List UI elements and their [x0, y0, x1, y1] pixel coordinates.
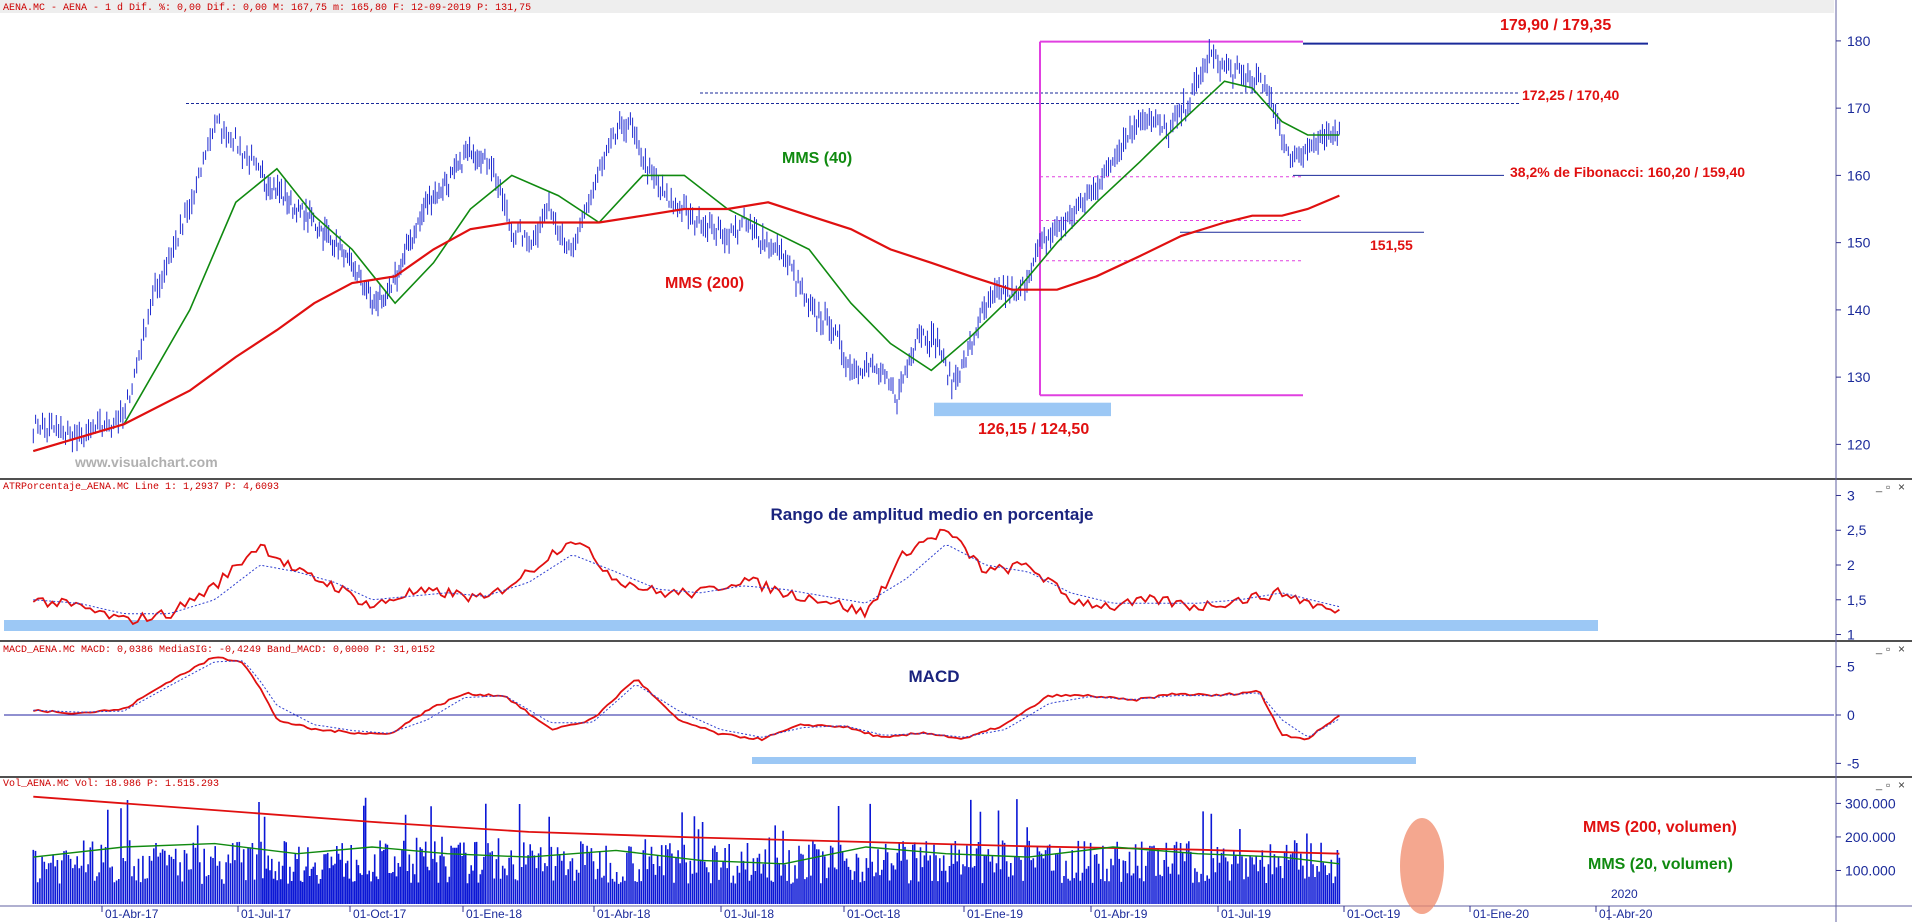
- atr-low-zone: [4, 620, 1598, 631]
- x-tick-label: 01-Abr-17: [105, 907, 159, 921]
- series-mms40: [33, 80, 1340, 452]
- series-vol-mms20: [33, 842, 1340, 865]
- x-tick-label: 01-Jul-17: [241, 907, 291, 921]
- x-tick-label: 01-Oct-19: [1347, 907, 1401, 921]
- label-mms200: MMS (200): [665, 275, 744, 292]
- volume-bars: [32, 797, 1341, 904]
- y-tick-label: 2: [1847, 557, 1855, 573]
- x-tick-label: 01-Jul-19: [1221, 907, 1271, 921]
- y-tick-label: 130: [1847, 369, 1871, 385]
- macd-pane-title: MACD: [909, 667, 960, 686]
- series-atr: [32, 528, 1340, 626]
- series-macd-signal: [33, 660, 1340, 738]
- label-fib: 38,2% de Fibonacci: 160,20 / 159,40: [1510, 164, 1745, 180]
- pane-divider: [0, 776, 1912, 778]
- y-tick-label: 100.000: [1845, 862, 1896, 878]
- macd-low-zone: [752, 757, 1416, 764]
- pane-divider: [0, 478, 1912, 480]
- y-tick-label: 160: [1847, 167, 1871, 183]
- y-tick-label: 0: [1847, 707, 1855, 723]
- label-top: 179,90 / 179,35: [1500, 17, 1611, 34]
- x-tick-label: 01-Ene-18: [466, 907, 522, 921]
- y-tick-label: 1,5: [1847, 592, 1867, 608]
- volume-highlight: [1400, 818, 1444, 914]
- label-mms20-volume: MMS (20, volumen): [1588, 856, 1733, 873]
- y-tick-label: 1: [1847, 627, 1855, 643]
- label-low: 126,15 / 124,50: [978, 421, 1089, 438]
- price-pane[interactable]: AENA.MC - AENA - 1 d Dif. %: 0,00 Dif.: …: [0, 0, 1871, 470]
- y-tick-label: 170: [1847, 100, 1871, 116]
- year-label: 2020: [1611, 887, 1638, 901]
- y-tick-label: 3: [1847, 487, 1855, 503]
- minimize-icon: _: [1875, 779, 1883, 791]
- label-mms200-volume: MMS (200, volumen): [1583, 819, 1737, 836]
- y-tick-label: 150: [1847, 235, 1871, 251]
- pane-divider: [0, 640, 1912, 642]
- y-tick-label: -5: [1847, 755, 1860, 771]
- y-tick-label: 5: [1847, 659, 1855, 675]
- atr-pane-header: ATRPorcentaje_AENA.MC Line 1: 1,2937 P: …: [3, 481, 279, 493]
- watermark: www.visualchart.com: [74, 454, 218, 470]
- x-tick-label: 01-Abr-18: [597, 907, 651, 921]
- minimize-icon: _: [1875, 481, 1883, 493]
- volume-pane[interactable]: Vol_AENA.MC Vol: 18.986 P: 1.515.293 MMS…: [3, 778, 1896, 914]
- y-tick-label: 300.000: [1845, 795, 1896, 811]
- close-icon: ×: [1898, 642, 1905, 656]
- x-tick-label: 01-Oct-18: [847, 907, 901, 921]
- x-tick-label: 01-Abr-19: [1094, 907, 1148, 921]
- minimize-icon: _: [1875, 643, 1883, 655]
- x-tick-label: 01-Ene-20: [1473, 907, 1529, 921]
- atr-pane[interactable]: ATRPorcentaje_AENA.MC Line 1: 1,2937 P: …: [3, 481, 1867, 643]
- y-tick-label: 180: [1847, 33, 1871, 49]
- volume-pane-header: Vol_AENA.MC Vol: 18.986 P: 1.515.293: [3, 778, 219, 790]
- x-tick-label: 01-Jul-18: [724, 907, 774, 921]
- restore-icon: ▫: [1886, 778, 1890, 792]
- series-mms200: [32, 194, 1340, 453]
- label-res: 172,25 / 170,40: [1522, 87, 1620, 103]
- macd-pane-header: MACD_AENA.MC MACD: 0,0386 MediaSIG: -0,4…: [3, 644, 435, 656]
- x-tick-label: 01-Ene-19: [967, 907, 1023, 921]
- price-series-aena: [32, 39, 1340, 453]
- close-icon: ×: [1898, 480, 1905, 494]
- macd-pane[interactable]: MACD_AENA.MC MACD: 0,0386 MediaSIG: -0,4…: [3, 644, 1860, 771]
- restore-icon: ▫: [1886, 642, 1890, 656]
- y-tick-label: 2,5: [1847, 522, 1867, 538]
- label-mms40: MMS (40): [782, 150, 852, 167]
- restore-icon: ▫: [1886, 480, 1890, 494]
- x-tick-label: 01-Oct-17: [353, 907, 407, 921]
- x-axis: 01-Abr-17 01-Jul-17 01-Oct-17 01-Ene-18 01-A…: [101, 887, 1653, 921]
- y-tick-label: 200.000: [1845, 829, 1896, 845]
- price-pane-header: AENA.MC - AENA - 1 d Dif. %: 0,00 Dif.: …: [3, 2, 531, 14]
- y-tick-label: 140: [1847, 302, 1871, 318]
- atr-pane-title: Rango de amplitud medio en porcentaje: [770, 505, 1093, 524]
- y-tick-label: 120: [1847, 436, 1871, 452]
- x-tick-label: 01-Abr-20: [1599, 907, 1653, 921]
- label-sup: 151,55: [1370, 237, 1413, 253]
- support-zone: [934, 402, 1111, 417]
- close-icon: ×: [1898, 778, 1905, 792]
